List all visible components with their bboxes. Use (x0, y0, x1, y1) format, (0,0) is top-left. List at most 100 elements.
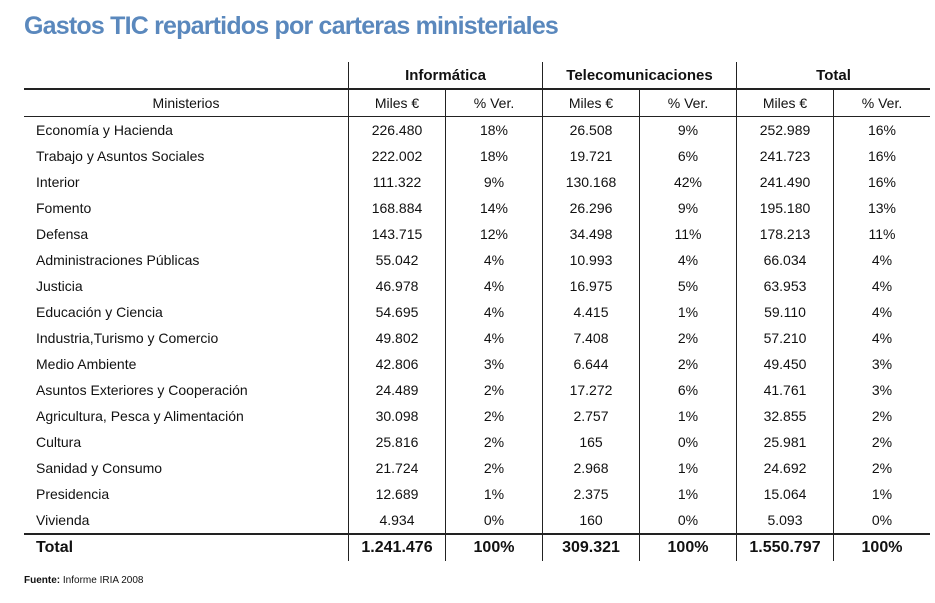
ministry-name: Vivienda (36, 512, 90, 528)
ministry-name: Economía y Hacienda (36, 122, 173, 138)
ministry-name: Trabajo y Asuntos Sociales (36, 148, 205, 164)
table-row: Fomento 168.884 14% 26.296 9% 195.180 13% (24, 195, 930, 221)
table-row: Agricultura, Pesca y Alimentación 30.098 2… (24, 403, 930, 429)
value-cell: 1% (639, 455, 737, 481)
total-value: 100% (833, 533, 930, 561)
value-cell: 6.644 (542, 351, 640, 377)
value-cell: 241.490 (736, 169, 834, 195)
value-cell: 2.757 (542, 403, 640, 429)
table-row: Economía y Hacienda 226.480 18% 26.508 9% 252… (24, 116, 930, 143)
value-cell: 1% (639, 481, 737, 507)
value-cell: 130.168 (542, 169, 640, 195)
ministry-name: Defensa (36, 226, 89, 242)
value-cell: 30.098 (348, 403, 446, 429)
column-header: % Ver. (639, 88, 737, 117)
table-row: Asuntos Exteriores y Cooperación 24.489 2%… (24, 377, 930, 403)
value-cell: 16% (833, 116, 930, 143)
value-cell: 2% (639, 351, 737, 377)
source-label: Fuente: (24, 575, 61, 586)
ministry-name: Administraciones Públicas (36, 252, 200, 268)
value-cell: 21.724 (348, 455, 446, 481)
table-row: Trabajo y Asuntos Sociales 222.002 18% 19.7… (24, 143, 930, 169)
value-cell: 2.968 (542, 455, 640, 481)
value-cell: 12.689 (348, 481, 446, 507)
value-cell: 32.855 (736, 403, 834, 429)
value-cell: 3% (833, 351, 930, 377)
value-cell: 1% (639, 403, 737, 429)
column-header: Ministerios (24, 88, 349, 117)
value-cell: 46.978 (348, 273, 446, 299)
value-cell: 226.480 (348, 116, 446, 143)
value-cell: 168.884 (348, 195, 446, 221)
value-cell: 66.034 (736, 247, 834, 273)
column-header: % Ver. (445, 88, 543, 117)
value-cell: 26.508 (542, 116, 640, 143)
value-cell: 12% (445, 221, 543, 247)
value-cell: 3% (833, 377, 930, 403)
total-value: 1.241.476 (348, 533, 446, 561)
value-cell: 2% (833, 455, 930, 481)
value-cell: 4% (833, 325, 930, 351)
value-cell: 2% (833, 403, 930, 429)
value-cell: 6% (639, 143, 737, 169)
value-cell: 11% (639, 221, 737, 247)
value-cell: 57.210 (736, 325, 834, 351)
total-value: 1.550.797 (736, 533, 834, 561)
value-cell: 2% (445, 377, 543, 403)
column-header: Miles € (348, 88, 446, 117)
source-note: Fuente: Informe IRIA 2008 (24, 575, 144, 586)
ministry-name: Asuntos Exteriores y Cooperación (36, 382, 248, 398)
total-value: 309.321 (542, 533, 640, 561)
value-cell: 2% (639, 325, 737, 351)
value-cell: 63.953 (736, 273, 834, 299)
table-row: Medio Ambiente 42.806 3% 6.644 2% 49.450 3% (24, 351, 930, 377)
group-header: Telecomunicaciones (542, 62, 737, 89)
value-cell: 25.981 (736, 429, 834, 455)
value-cell: 6% (639, 377, 737, 403)
value-cell: 9% (639, 195, 737, 221)
value-cell: 252.989 (736, 116, 834, 143)
value-cell: 49.450 (736, 351, 834, 377)
value-cell: 9% (445, 169, 543, 195)
column-header: Miles € (736, 88, 834, 117)
column-header: Miles € (542, 88, 640, 117)
value-cell: 195.180 (736, 195, 834, 221)
column-header-row: Ministerios Miles €% Ver. Miles €% Ver. Mil… (24, 88, 930, 117)
group-header: Informática (348, 62, 543, 89)
value-cell: 2% (445, 455, 543, 481)
table-row: Vivienda 4.934 0% 160 0% 5.093 0% (24, 507, 930, 534)
table-row: Defensa 143.715 12% 34.498 11% 178.213 11% (24, 221, 930, 247)
value-cell: 18% (445, 143, 543, 169)
value-cell: 1% (639, 299, 737, 325)
ministry-name: Agricultura, Pesca y Alimentación (36, 408, 244, 424)
value-cell: 19.721 (542, 143, 640, 169)
value-cell: 18% (445, 116, 543, 143)
value-cell: 42.806 (348, 351, 446, 377)
total-value: 100% (639, 533, 737, 561)
value-cell: 16.975 (542, 273, 640, 299)
value-cell: 0% (639, 507, 737, 534)
ministry-name: Cultura (36, 434, 82, 450)
ministry-name: Medio Ambiente (36, 356, 137, 372)
value-cell: 55.042 (348, 247, 446, 273)
value-cell: 143.715 (348, 221, 446, 247)
value-cell: 54.695 (348, 299, 446, 325)
ministry-name: Justicia (36, 278, 83, 294)
total-label: Total (24, 533, 349, 561)
value-cell: 2% (445, 403, 543, 429)
value-cell: 26.296 (542, 195, 640, 221)
ministry-name: Educación y Ciencia (36, 304, 163, 320)
value-cell: 9% (639, 116, 737, 143)
value-cell: 16% (833, 143, 930, 169)
value-cell: 5% (639, 273, 737, 299)
table-row: Cultura 25.816 2% 165 0% 25.981 2% (24, 429, 930, 455)
value-cell: 41.761 (736, 377, 834, 403)
value-cell: 13% (833, 195, 930, 221)
source-text: Informe IRIA 2008 (62, 575, 144, 586)
value-cell: 2.375 (542, 481, 640, 507)
value-cell: 34.498 (542, 221, 640, 247)
value-cell: 42% (639, 169, 737, 195)
table-row: Justicia 46.978 4% 16.975 5% 63.953 4% (24, 273, 930, 299)
value-cell: 17.272 (542, 377, 640, 403)
value-cell: 14% (445, 195, 543, 221)
